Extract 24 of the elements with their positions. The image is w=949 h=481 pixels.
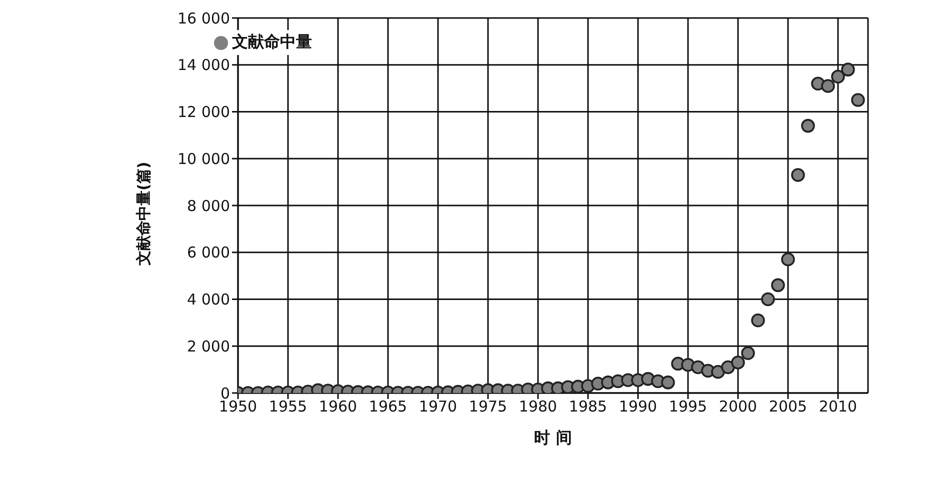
y-tick-label: 10 000 bbox=[178, 150, 230, 168]
y-tick-label: 8 000 bbox=[187, 196, 230, 215]
x-tick-label: 1975 bbox=[468, 398, 508, 416]
y-tick-label: 16 000 bbox=[178, 9, 230, 28]
x-tick-label: 1950 bbox=[218, 398, 258, 416]
x-tick-label: 1980 bbox=[518, 398, 558, 416]
y-tick-label: 6 000 bbox=[187, 244, 230, 262]
x-tick-label: 1960 bbox=[318, 398, 358, 416]
x-tick-label: 2005 bbox=[768, 398, 808, 416]
y-axis-title: 文献命中量(篇) bbox=[134, 162, 152, 266]
x-tick-label: 1990 bbox=[618, 398, 658, 416]
legend-label: 文献命中量 bbox=[232, 32, 312, 51]
x-tick-label: 2010 bbox=[818, 398, 858, 416]
x-tick-label: 1955 bbox=[268, 398, 308, 416]
x-tick-label: 2000 bbox=[718, 398, 758, 416]
y-tick-label: 12 000 bbox=[178, 103, 230, 122]
x-tick-label: 1970 bbox=[418, 398, 458, 416]
x-tick-label: 1965 bbox=[368, 398, 408, 416]
y-tick-label: 14 000 bbox=[178, 56, 230, 74]
y-tick-label: 2 000 bbox=[187, 337, 230, 356]
x-tick-label: 1995 bbox=[668, 398, 708, 416]
y-tick-label: 4 000 bbox=[187, 290, 230, 309]
x-axis-title: 时 间 bbox=[534, 428, 572, 447]
x-tick-label: 1985 bbox=[568, 398, 608, 416]
